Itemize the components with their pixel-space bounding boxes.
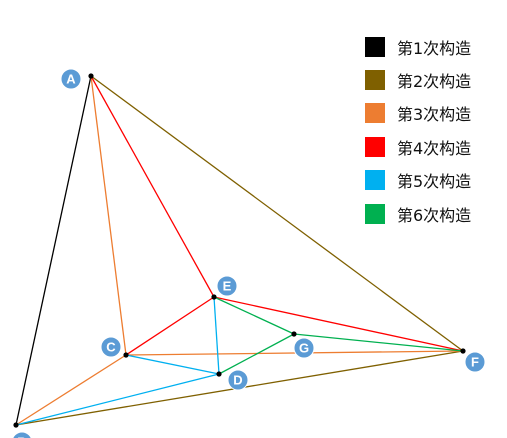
node-badge-a: A xyxy=(60,68,82,90)
point-c xyxy=(123,352,129,358)
legend: 第1次构造 第2次构造 第3次构造 第4次构造 第5次构造 第6次构造 xyxy=(365,30,505,230)
point-a xyxy=(88,73,94,79)
node-label: B xyxy=(17,435,26,438)
edge-b-d xyxy=(15,373,220,426)
point-e xyxy=(211,294,217,300)
points-layer xyxy=(13,73,466,428)
node-label: G xyxy=(299,341,309,356)
legend-item: 第5次构造 xyxy=(365,164,505,197)
node-badge-circle xyxy=(12,431,32,438)
node-label: C xyxy=(106,340,116,355)
legend-item: 第2次构造 xyxy=(365,63,505,96)
node-badge-b: B xyxy=(12,431,32,438)
legend-swatch xyxy=(365,103,385,124)
node-badge-f: F xyxy=(464,351,486,373)
edge-c-f xyxy=(125,350,464,356)
edge-d-g xyxy=(218,333,295,375)
edges-layer xyxy=(15,75,464,426)
point-g xyxy=(291,331,297,337)
point-b xyxy=(13,422,19,428)
edge-a-e xyxy=(90,75,215,298)
node-badge-circle xyxy=(293,337,315,359)
legend-swatch xyxy=(365,203,385,224)
legend-label: 第6次构造 xyxy=(397,205,472,225)
node-label: E xyxy=(223,279,232,294)
edge-g-f xyxy=(293,333,464,352)
legend-item: 第6次构造 xyxy=(365,197,505,230)
edge-c-e xyxy=(125,296,215,356)
edge-e-g xyxy=(213,296,295,335)
legend-label: 第1次构造 xyxy=(397,38,472,58)
legend-item: 第4次构造 xyxy=(365,130,505,163)
legend-swatch xyxy=(365,170,385,191)
legend-label: 第4次构造 xyxy=(397,138,472,158)
edge-e-f xyxy=(213,296,464,352)
badges-layer: A B C D E F G xyxy=(12,68,486,438)
edge-a-f xyxy=(90,75,464,352)
legend-swatch xyxy=(365,136,385,157)
point-f xyxy=(460,348,466,354)
legend-item: 第3次构造 xyxy=(365,97,505,130)
node-badge-d: D xyxy=(227,369,249,391)
edge-c-d xyxy=(125,354,220,375)
node-label: F xyxy=(471,355,479,370)
legend-swatch xyxy=(365,36,385,57)
node-badge-circle xyxy=(100,336,122,358)
point-d xyxy=(216,371,222,377)
node-badge-g: G xyxy=(293,337,315,359)
node-badge-circle xyxy=(464,351,486,373)
legend-item: 第1次构造 xyxy=(365,30,505,63)
edge-e-d xyxy=(213,296,220,375)
node-badge-circle xyxy=(216,275,238,297)
legend-label: 第5次构造 xyxy=(397,172,472,192)
edge-b-c xyxy=(15,354,127,426)
node-badge-c: C xyxy=(100,336,122,358)
legend-swatch xyxy=(365,70,385,91)
legend-label: 第3次构造 xyxy=(397,105,472,125)
edge-a-b xyxy=(15,75,92,426)
legend-label: 第2次构造 xyxy=(397,72,472,92)
node-label: D xyxy=(233,373,242,388)
node-badge-circle xyxy=(60,68,82,90)
edge-a-c xyxy=(90,75,127,356)
node-badge-circle xyxy=(227,369,249,391)
node-badge-e: E xyxy=(216,275,238,297)
node-label: A xyxy=(66,72,76,87)
